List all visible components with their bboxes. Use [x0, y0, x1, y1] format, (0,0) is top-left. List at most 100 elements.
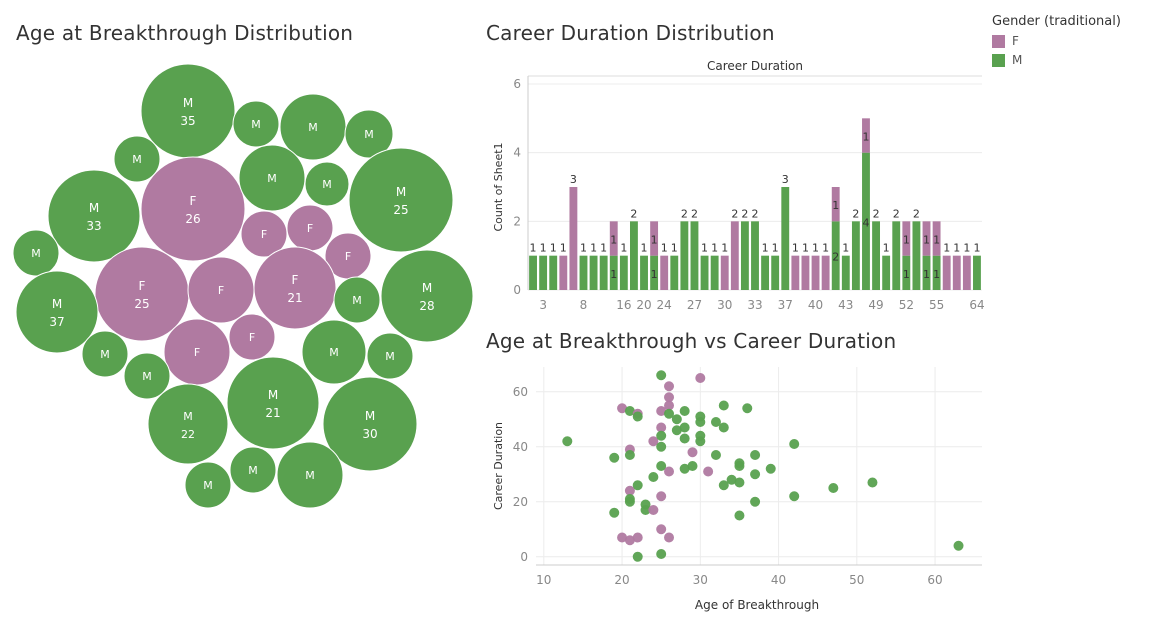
- bubble-f[interactable]: F: [228, 313, 276, 361]
- scatter-point-m[interactable]: [624, 496, 635, 507]
- bubble-circle[interactable]: [380, 249, 474, 343]
- bar-segment-f[interactable]: [791, 255, 800, 290]
- bubble-m[interactable]: M: [113, 135, 161, 183]
- bubble-m[interactable]: M: [301, 319, 367, 385]
- bar-column[interactable]: 1: [942, 242, 951, 290]
- scatter-point-f[interactable]: [648, 436, 659, 447]
- bar-column[interactable]: 1: [811, 242, 820, 290]
- scatter-point-m[interactable]: [687, 461, 698, 471]
- bar-segment-m[interactable]: [882, 255, 891, 290]
- bar-column[interactable]: 41: [862, 118, 870, 290]
- bar-column[interactable]: 1: [670, 242, 679, 290]
- bar-column[interactable]: 1: [710, 242, 719, 290]
- bubble-circle[interactable]: [81, 330, 129, 378]
- bar-segment-m[interactable]: [710, 255, 719, 290]
- bar-segment-f[interactable]: [650, 221, 659, 256]
- bubble-m[interactable]: M: [279, 93, 347, 161]
- scatter-point-m[interactable]: [671, 414, 682, 425]
- bar-column[interactable]: 2: [751, 207, 759, 290]
- bubble-circle[interactable]: [240, 210, 288, 258]
- scatter-point-m[interactable]: [679, 463, 690, 474]
- scatter-point-f[interactable]: [617, 403, 628, 414]
- scatter-point-m[interactable]: [632, 480, 643, 491]
- bar-column[interactable]: 1: [761, 242, 770, 290]
- bar-column[interactable]: 1: [841, 242, 850, 290]
- bar-column[interactable]: 1: [882, 242, 891, 290]
- bar-segment-f[interactable]: [730, 221, 739, 290]
- scatter-point-m[interactable]: [765, 463, 776, 474]
- scatter-point-m[interactable]: [624, 406, 635, 416]
- bar-segment-m[interactable]: [841, 255, 850, 290]
- bubble-f[interactable]: F 21: [253, 246, 337, 330]
- scatter-point-m[interactable]: [750, 450, 761, 460]
- bar-segment-m[interactable]: [902, 255, 911, 290]
- bar-segment-m[interactable]: [740, 221, 749, 290]
- bar-segment-f[interactable]: [801, 255, 810, 290]
- scatter-point-m[interactable]: [718, 480, 729, 491]
- bar-column[interactable]: 1: [579, 242, 588, 290]
- bubble-m[interactable]: M: [232, 100, 280, 148]
- bar-segment-m[interactable]: [892, 221, 901, 290]
- scatter-point-m[interactable]: [562, 436, 573, 447]
- scatter-point-m[interactable]: [679, 422, 690, 433]
- scatter-point-f[interactable]: [624, 485, 635, 496]
- scatter-point-m[interactable]: [656, 430, 667, 441]
- bar-segment-f[interactable]: [660, 255, 669, 290]
- bubble-circle[interactable]: [232, 100, 280, 148]
- bar-segment-m[interactable]: [529, 255, 537, 290]
- bubble-f[interactable]: F: [163, 318, 231, 386]
- bubble-circle[interactable]: [140, 63, 236, 159]
- scatter-point-m[interactable]: [734, 477, 745, 488]
- bar-segment-f[interactable]: [831, 187, 840, 222]
- scatter-point-f[interactable]: [632, 532, 643, 543]
- bubble-circle[interactable]: [113, 135, 161, 183]
- scatter-point-m[interactable]: [656, 370, 667, 381]
- bubble-circle[interactable]: [333, 276, 381, 324]
- scatter-point-m[interactable]: [750, 469, 761, 480]
- scatter-point-m[interactable]: [609, 507, 620, 518]
- scatter-point-m[interactable]: [734, 461, 745, 471]
- bubble-m[interactable]: M: [81, 330, 129, 378]
- scatter-point-f[interactable]: [648, 505, 659, 515]
- scatter-point-m[interactable]: [695, 436, 706, 447]
- bar-column[interactable]: 2: [740, 207, 749, 290]
- bar-segment-m[interactable]: [629, 221, 638, 290]
- scatter-point-m[interactable]: [624, 450, 635, 460]
- bar-column[interactable]: 1: [700, 242, 709, 290]
- scatter-point-m[interactable]: [664, 408, 675, 419]
- bubble-circle[interactable]: [322, 376, 418, 472]
- scatter-point-m[interactable]: [609, 452, 620, 463]
- scatter-point-m[interactable]: [828, 483, 839, 493]
- scatter-point-f[interactable]: [656, 524, 667, 535]
- bubble-m[interactable]: M: [184, 461, 232, 509]
- bar-segment-f[interactable]: [932, 221, 941, 256]
- scatter-point-m[interactable]: [632, 411, 643, 422]
- bar-column[interactable]: 1: [660, 242, 669, 290]
- bubble-m[interactable]: M: [366, 332, 414, 380]
- bar-segment-m[interactable]: [912, 221, 921, 290]
- bubble-m[interactable]: M 28: [380, 249, 474, 343]
- bar-column[interactable]: 1: [599, 242, 608, 290]
- scatter-point-f[interactable]: [624, 535, 635, 546]
- bar-segment-f[interactable]: [952, 255, 961, 290]
- bar-column[interactable]: 1: [539, 242, 548, 290]
- bar-column[interactable]: 2: [690, 207, 699, 290]
- scatter-point-m[interactable]: [710, 450, 721, 460]
- bubble-m[interactable]: M: [304, 161, 350, 207]
- bubble-m[interactable]: M: [123, 352, 171, 400]
- scatter-point-f[interactable]: [664, 466, 675, 477]
- bar-segment-m[interactable]: [862, 152, 870, 290]
- bar-column[interactable]: 1: [962, 242, 971, 290]
- scatter-point-m[interactable]: [789, 439, 800, 449]
- bubble-f[interactable]: F 26: [140, 156, 246, 262]
- bubble-m[interactable]: M 37: [15, 270, 99, 354]
- bar-segment-m[interactable]: [932, 255, 941, 290]
- bar-segment-m[interactable]: [539, 255, 548, 290]
- bar-segment-f[interactable]: [922, 221, 931, 256]
- bar-segment-m[interactable]: [700, 255, 709, 290]
- bubble-circle[interactable]: [229, 446, 277, 494]
- bar-segment-f[interactable]: [609, 221, 618, 256]
- scatter-point-m[interactable]: [656, 441, 667, 452]
- bubble-m[interactable]: M 21: [226, 356, 320, 450]
- scatter-point-m[interactable]: [742, 403, 753, 414]
